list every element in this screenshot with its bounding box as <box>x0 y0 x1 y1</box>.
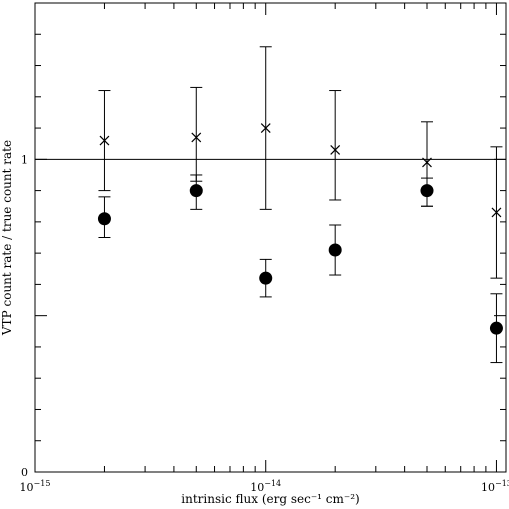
data-point-circle <box>420 184 434 198</box>
x-tick-label-base: 10 <box>250 481 264 494</box>
plot-frame <box>34 2 507 473</box>
data-point-cross <box>491 207 502 218</box>
x-tick-label: 10−14 <box>250 479 281 494</box>
data-point-cross <box>260 123 271 133</box>
y-tick-label: 0 <box>21 466 28 479</box>
data-point-circle <box>97 212 111 226</box>
data-point-circle <box>259 271 273 285</box>
x-tick-label-exponent: −13 <box>495 479 509 488</box>
x-tick-label: 10−13 <box>481 479 509 494</box>
x-tick-label: 10−15 <box>20 479 51 494</box>
data-point-circle <box>328 243 342 257</box>
data-point-circle <box>189 184 203 198</box>
x-tick-label-exponent: −15 <box>34 479 51 488</box>
y-tick-label: 1 <box>21 153 28 166</box>
data-point-cross <box>191 132 202 143</box>
x-tick-label-exponent: −14 <box>264 479 281 488</box>
x-tick-label-base: 10 <box>481 481 495 494</box>
x-axis-label: intrinsic flux (erg sec⁻¹ cm⁻²) <box>181 492 359 506</box>
x-tick-label-base: 10 <box>20 481 34 494</box>
data-point-circle <box>489 321 503 335</box>
data-marks <box>97 46 503 364</box>
data-point-cross <box>330 145 341 155</box>
data-point-cross <box>422 157 432 168</box>
y-axis-label: VTP count rate / true count rate <box>0 140 14 336</box>
data-point-cross <box>99 135 110 146</box>
